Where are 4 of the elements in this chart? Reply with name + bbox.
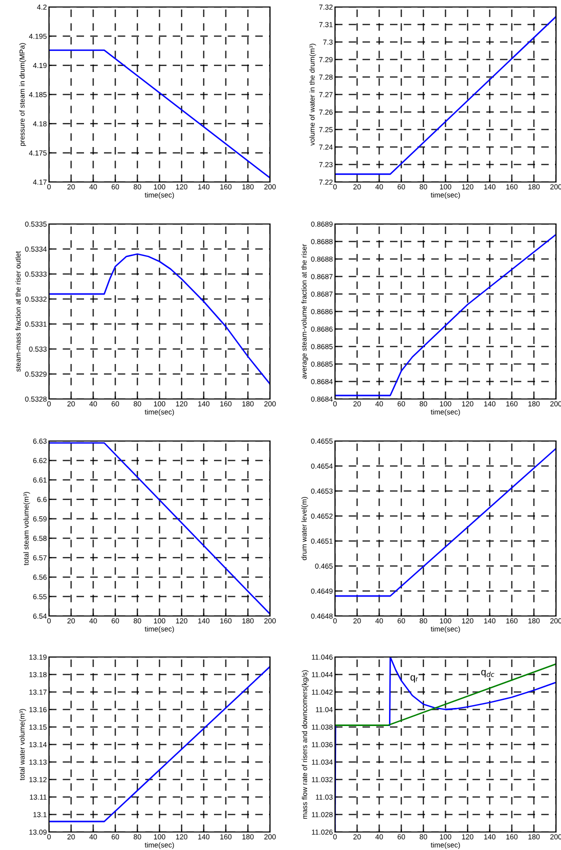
line-series [335,234,556,396]
line-series [49,253,270,385]
annotation: q$_{dc}$ [481,670,494,678]
annotation: qᵣ [410,675,418,683]
